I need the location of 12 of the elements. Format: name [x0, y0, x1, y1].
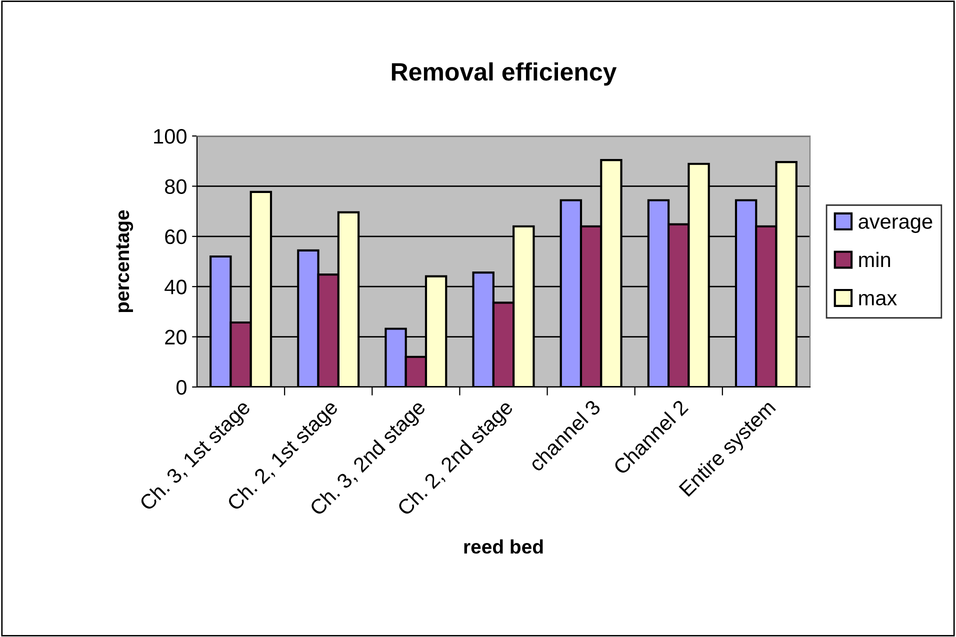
y-tick-label: 40 — [164, 280, 186, 294]
chart-title: Removal efficiency — [392, 62, 617, 86]
x-axis-title: reed bed — [464, 539, 543, 554]
y-tick-label: 80 — [165, 179, 186, 194]
y-tick-label: 0 — [176, 380, 186, 395]
legend-label: min — [859, 252, 890, 267]
y-tick-label: 20 — [165, 330, 186, 345]
legend-label: max — [859, 294, 897, 306]
y-tick-label: 100 — [154, 129, 186, 144]
y-axis-title: percentage — [116, 210, 134, 312]
legend-label: average — [858, 217, 932, 233]
y-tick-label: 60 — [165, 229, 186, 244]
